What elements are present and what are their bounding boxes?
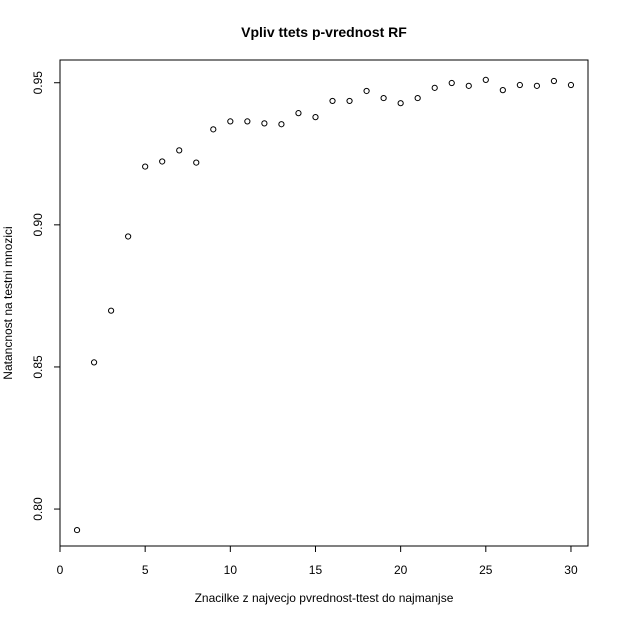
- y-tick-label: 0.80: [31, 497, 45, 521]
- x-axis-label: Znacilke z najvecjo pvrednost-ttest do n…: [195, 591, 454, 605]
- data-point: [244, 118, 251, 125]
- data-point: [431, 84, 438, 91]
- data-point: [159, 158, 166, 165]
- data-point: [107, 307, 115, 314]
- x-tick-label: 0: [57, 563, 64, 577]
- data-point: [465, 82, 472, 89]
- chart-title: Vpliv ttets p-vrednost RF: [241, 24, 407, 40]
- data-point: [380, 94, 387, 102]
- data-point: [261, 120, 268, 127]
- x-tick-label: 5: [142, 563, 149, 577]
- y-axis-label: Natancnost na testni mnozici: [1, 226, 15, 379]
- data-point: [312, 114, 319, 121]
- data-point: [193, 159, 200, 166]
- y-tick-label: 0.85: [31, 355, 45, 379]
- data-point: [125, 233, 132, 240]
- data-point: [397, 100, 404, 107]
- data-point: [533, 82, 541, 89]
- data-point: [346, 97, 353, 105]
- x-tick-label: 10: [224, 563, 238, 577]
- data-point: [295, 110, 302, 117]
- y-tick-label: 0.90: [31, 213, 45, 237]
- data-point: [176, 147, 183, 154]
- plot-frame: [59, 59, 589, 547]
- data-point: [414, 94, 421, 102]
- data-point: [567, 81, 575, 89]
- data-point: [227, 118, 234, 125]
- y-tick-label: 0.95: [31, 71, 45, 95]
- data-point: [363, 87, 370, 95]
- data-point: [73, 526, 81, 534]
- data-point: [90, 359, 98, 366]
- data-point: [499, 87, 506, 94]
- x-tick-label: 15: [309, 563, 323, 577]
- data-point: [550, 77, 558, 85]
- data-point: [210, 126, 217, 133]
- data-point: [516, 81, 523, 89]
- data-points-layer: [73, 76, 575, 534]
- x-tick-label: 20: [394, 563, 408, 577]
- axis-ticks-layer: 0 5 10 15 20 25 30 0.80 0.85 0.90 0.95: [31, 71, 578, 577]
- plot-frame-layer: [59, 59, 589, 547]
- x-tick-label: 30: [564, 563, 578, 577]
- data-point: [278, 121, 285, 128]
- data-point: [142, 163, 149, 170]
- data-point: [482, 76, 489, 83]
- data-point: [448, 79, 455, 87]
- data-point: [329, 97, 336, 105]
- x-tick-label: 25: [479, 563, 493, 577]
